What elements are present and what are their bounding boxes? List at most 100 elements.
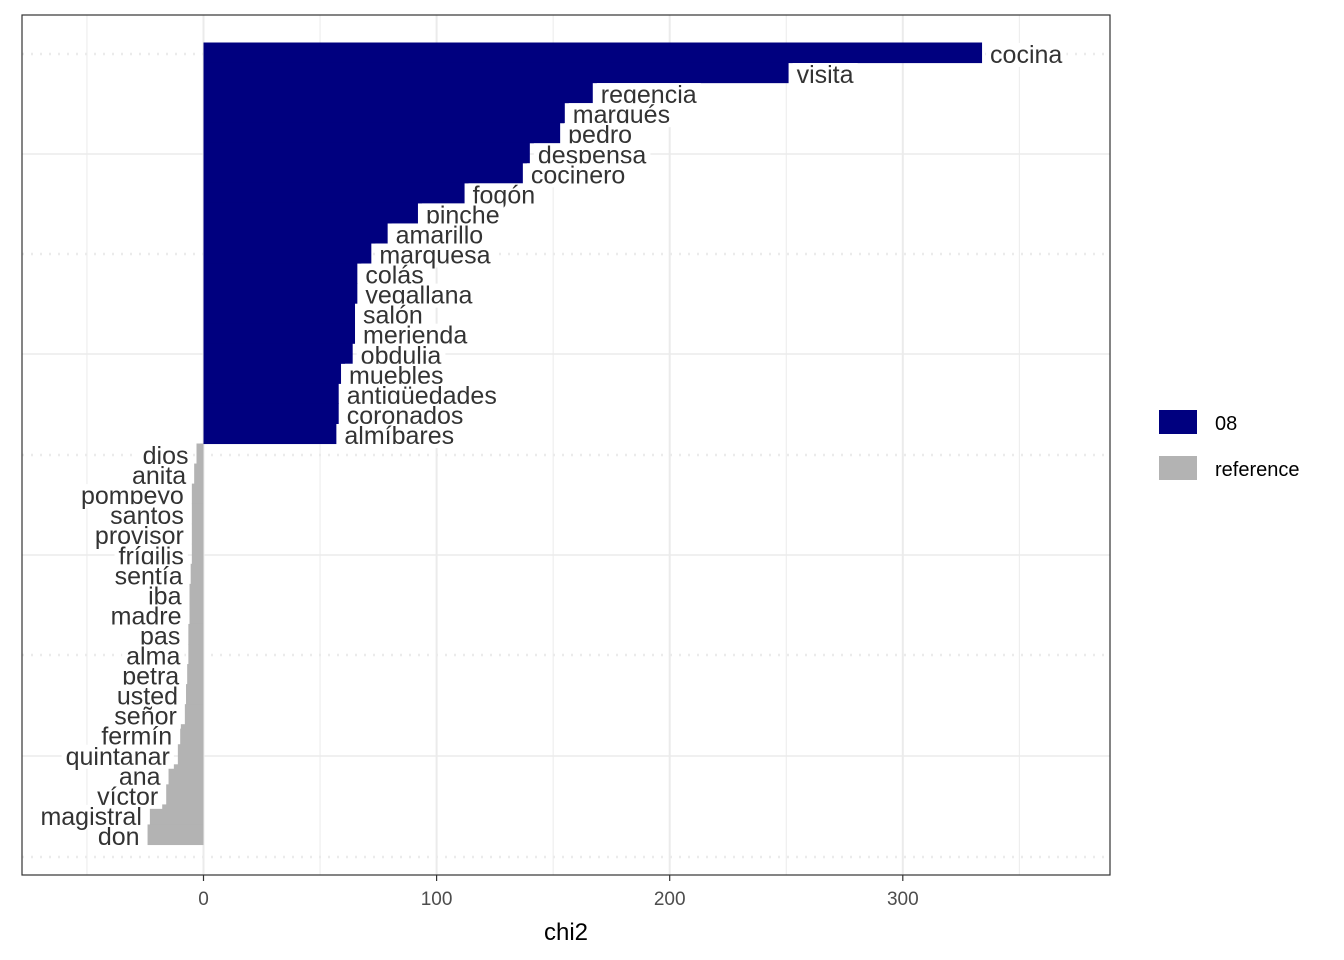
bar bbox=[191, 543, 204, 565]
bar bbox=[189, 583, 204, 605]
label-background bbox=[76, 484, 188, 509]
bar-label: cocina bbox=[990, 41, 1062, 69]
label-background bbox=[110, 564, 187, 589]
bar bbox=[203, 343, 353, 364]
label-background bbox=[564, 123, 637, 148]
label-background bbox=[792, 63, 858, 88]
label-background bbox=[361, 263, 428, 288]
label-background bbox=[359, 323, 472, 348]
label-background bbox=[90, 524, 188, 549]
label-background bbox=[533, 143, 651, 168]
label-background bbox=[112, 684, 183, 709]
bar bbox=[203, 423, 337, 445]
bar bbox=[191, 503, 204, 525]
label-background bbox=[342, 383, 501, 408]
label-background bbox=[110, 704, 181, 729]
bar bbox=[203, 202, 418, 224]
label-background bbox=[361, 283, 477, 308]
bar bbox=[188, 623, 204, 645]
bar bbox=[196, 443, 204, 465]
bar bbox=[203, 122, 561, 144]
x-tick-label: 300 bbox=[887, 889, 919, 910]
label-background bbox=[375, 243, 495, 268]
bar bbox=[203, 142, 530, 164]
label-background bbox=[97, 724, 177, 749]
bar bbox=[189, 603, 204, 625]
label-background bbox=[144, 584, 186, 609]
x-axis: 0 100 200 300 bbox=[198, 875, 919, 910]
x-tick-label: 0 bbox=[198, 889, 209, 910]
label-background bbox=[359, 303, 427, 328]
label-background bbox=[596, 83, 701, 108]
label-background bbox=[136, 624, 185, 649]
bar bbox=[203, 383, 339, 404]
bar bbox=[184, 704, 204, 725]
label-background bbox=[138, 444, 193, 468]
bar bbox=[186, 684, 204, 705]
bar bbox=[203, 42, 983, 64]
label-background bbox=[93, 784, 163, 809]
label-background bbox=[526, 163, 630, 188]
plot-border bbox=[21, 14, 1111, 876]
bar bbox=[190, 563, 204, 585]
bar bbox=[149, 804, 204, 825]
x-tick-label: 100 bbox=[421, 889, 453, 910]
legend-label: 08 bbox=[1215, 413, 1237, 435]
label-background bbox=[568, 103, 675, 128]
x-tick-label: 200 bbox=[654, 889, 686, 910]
bar-label: cocinero bbox=[531, 161, 626, 189]
bar bbox=[191, 483, 204, 505]
label-background bbox=[986, 43, 1067, 67]
legend-key bbox=[1159, 456, 1197, 480]
bars bbox=[147, 42, 983, 846]
bar bbox=[203, 222, 388, 244]
bar bbox=[203, 303, 356, 324]
label-background bbox=[342, 403, 468, 428]
label-background bbox=[391, 223, 488, 248]
label-background bbox=[468, 183, 540, 208]
label-background bbox=[356, 343, 446, 368]
bar bbox=[203, 283, 358, 304]
bar bbox=[168, 764, 204, 785]
bar bbox=[147, 824, 204, 846]
bar bbox=[177, 744, 204, 765]
x-axis-title: chi2 bbox=[544, 919, 588, 946]
label-background bbox=[114, 764, 165, 789]
label-background bbox=[106, 604, 186, 629]
bar bbox=[187, 664, 204, 685]
bar bbox=[203, 182, 465, 204]
bar bbox=[203, 102, 565, 124]
bar bbox=[203, 403, 339, 424]
label-background bbox=[345, 363, 448, 388]
label-background bbox=[114, 544, 188, 569]
bar bbox=[203, 243, 372, 264]
bar bbox=[203, 62, 789, 84]
label-background bbox=[106, 504, 188, 529]
legend-label: reference bbox=[1215, 459, 1300, 481]
bar bbox=[194, 463, 204, 485]
label-background bbox=[36, 804, 146, 829]
label-background bbox=[61, 744, 174, 769]
label-background bbox=[122, 644, 185, 669]
bar bbox=[203, 263, 358, 284]
bar bbox=[191, 523, 204, 545]
bar bbox=[166, 784, 204, 805]
bar-label: almíbares bbox=[344, 422, 454, 450]
bar bbox=[203, 162, 523, 184]
legend-key bbox=[1159, 410, 1197, 434]
label-background bbox=[340, 423, 459, 448]
label-background bbox=[93, 824, 144, 849]
legend: 08 reference bbox=[1159, 410, 1300, 481]
bar bbox=[180, 724, 204, 745]
label-background bbox=[118, 664, 184, 689]
bar bbox=[203, 82, 593, 104]
bar-label: visita bbox=[797, 61, 854, 89]
bar bbox=[203, 323, 356, 344]
label-background bbox=[127, 464, 191, 489]
label-background bbox=[421, 203, 504, 228]
word-labels: cocinavisitaregenciamarquéspedrodespensa… bbox=[36, 41, 1067, 851]
bar-label: don bbox=[98, 823, 140, 851]
bar bbox=[203, 363, 342, 384]
bar bbox=[188, 644, 204, 665]
